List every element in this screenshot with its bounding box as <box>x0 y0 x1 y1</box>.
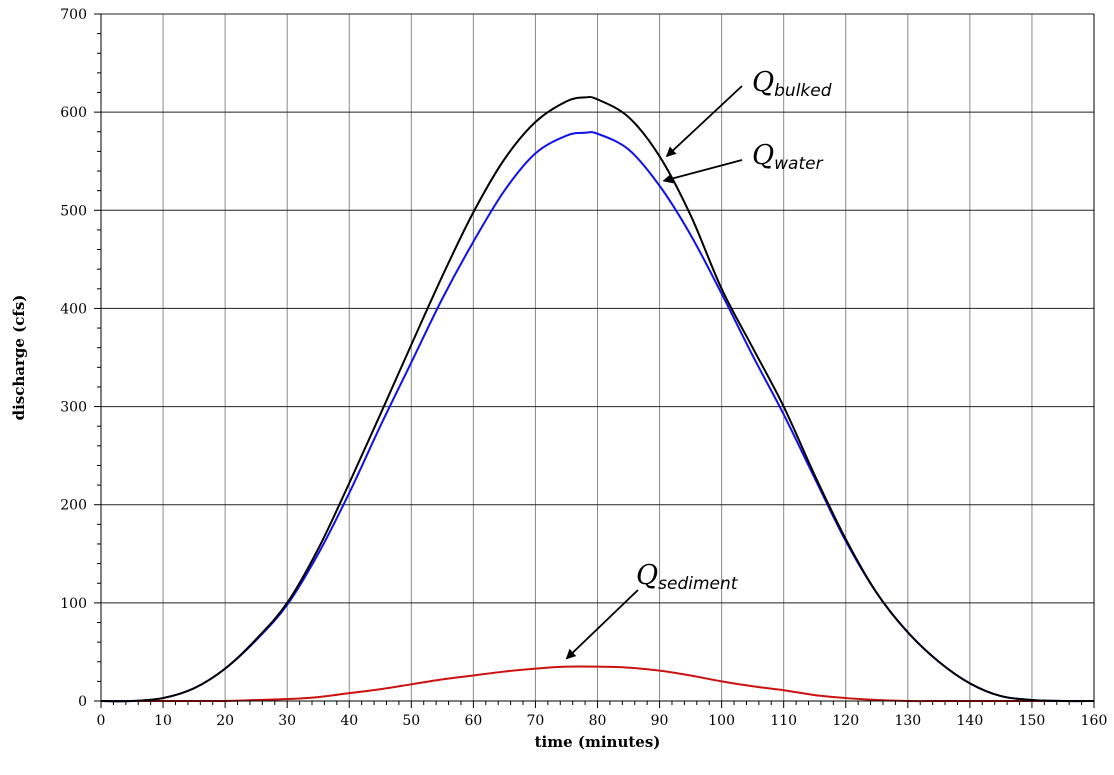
y-tick-label: 600 <box>60 105 87 121</box>
y-tick-label: 400 <box>60 301 87 317</box>
y-tick-label: 300 <box>60 400 87 416</box>
x-tick-label: 20 <box>216 713 234 729</box>
x-tick-label: 30 <box>278 713 296 729</box>
series-line-sediment <box>101 665 1094 703</box>
x-tick-label: 50 <box>402 713 420 729</box>
tick-labels: 0 10 20 30 40 50 60 70 80 90 100 110 120 130 140 150 160… <box>60 7 1107 729</box>
x-tick-label: 140 <box>957 713 984 729</box>
annotation-subscript-sediment: sediment <box>658 574 739 594</box>
x-tick-label: 100 <box>708 713 735 729</box>
series-layer <box>100 96 1095 703</box>
x-tick-label: 130 <box>894 713 921 729</box>
x-tick-label: 110 <box>770 713 797 729</box>
annotation-label-bulked: Qbulked <box>752 67 832 101</box>
grid <box>101 13 1094 701</box>
annotation-subscript-water: water <box>774 154 823 174</box>
y-tick-label: 500 <box>60 203 87 219</box>
x-tick-label: 70 <box>527 713 545 729</box>
y-tick-label: 0 <box>78 694 87 710</box>
annotation-arrow-water <box>662 159 743 184</box>
axes <box>94 13 1095 708</box>
y-tick-label: 200 <box>60 498 87 514</box>
annotation-label-sediment: Qsediment <box>636 560 739 594</box>
y-axis-title: discharge (cfs) <box>10 295 28 421</box>
x-tick-label: 10 <box>154 713 172 729</box>
x-tick-label: 60 <box>464 713 482 729</box>
x-tick-label: 0 <box>97 713 106 729</box>
x-tick-label: 40 <box>340 713 358 729</box>
annotation-arrow-sediment <box>565 589 639 660</box>
annotation-subscript-bulked: bulked <box>774 81 832 101</box>
x-tick-label: 90 <box>651 713 669 729</box>
y-tick-label: 700 <box>60 7 87 23</box>
x-tick-label: 120 <box>832 713 859 729</box>
series-line-bulked <box>100 96 1095 703</box>
x-axis-title: time (minutes) <box>535 733 661 751</box>
annotations: Qbulked Qwater Qsediment <box>565 67 832 660</box>
y-tick-label: 100 <box>60 596 87 612</box>
annotation-arrow-bulked <box>665 85 743 157</box>
x-tick-label: 150 <box>1019 713 1046 729</box>
annotation-label-water: Qwater <box>752 140 824 174</box>
x-tick-label: 160 <box>1081 713 1108 729</box>
x-tick-label: 80 <box>589 713 607 729</box>
